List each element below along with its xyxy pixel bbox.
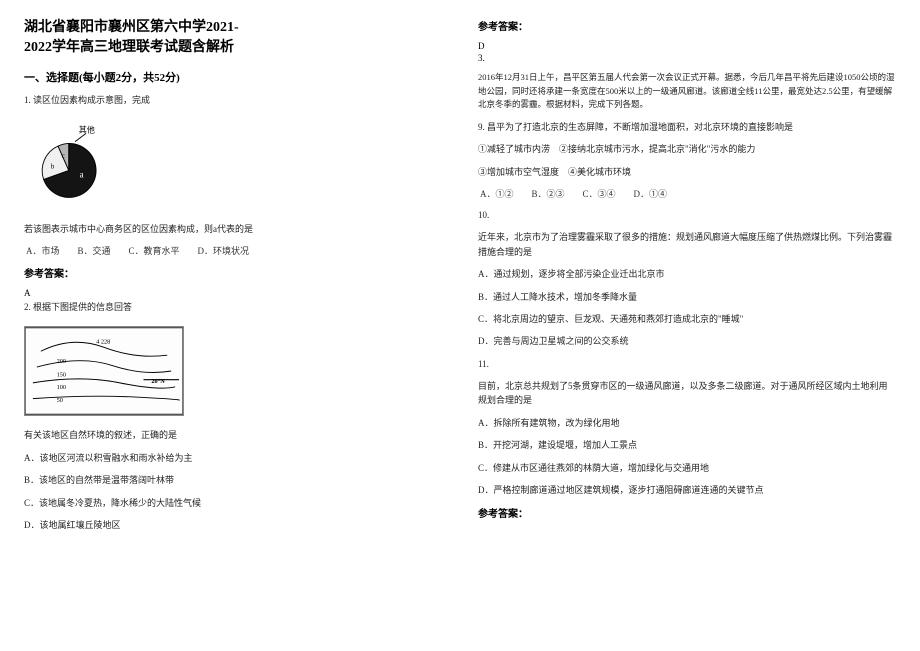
doc-title: 湖北省襄阳市襄州区第六中学2021- 2022学年高三地理联考试题含解析: [24, 18, 442, 57]
q1-opt-a: A．市场: [26, 244, 60, 257]
bottom-answer-label: 参考答案：: [478, 505, 896, 520]
slice-a-label: a: [80, 169, 84, 179]
map-label-1: 200: [57, 358, 66, 365]
q9-line-1: ①减轻了城市内涝 ②接纳北京城市污水，提高北京"消化"污水的能力: [478, 142, 896, 156]
q1-opt-d: D．环境状况: [198, 244, 250, 257]
q2-opt-a: A．该地区河流以积雪融水和雨水补给为主: [24, 451, 442, 465]
q1-opt-c: C．教育水平: [129, 244, 180, 257]
q1-answer-label: 参考答案：: [24, 265, 442, 280]
q2-sub: 有关该地区自然环境的叙述，正确的是: [24, 428, 442, 442]
map-label-2: 150: [57, 372, 66, 379]
q10-num: 10.: [478, 208, 896, 222]
slice-b-label: b: [51, 162, 55, 170]
q2-opt-b: B．该地区的自然带是温带落阔叶林带: [24, 473, 442, 487]
title-line-1: 湖北省襄阳市襄州区第六中学2021-: [24, 18, 442, 38]
q10-stem: 近年来，北京市为了治理雾霾采取了很多的措施：规划通风廊道大幅度压缩了供热燃煤比例…: [478, 230, 896, 259]
q2-opt-d: D．该地属红壤丘陵地区: [24, 518, 442, 532]
map-svg: 4 228 200 150 100 50 20°N: [25, 326, 183, 416]
q9-opt-c: C．③④: [583, 187, 616, 200]
map-label-0: 4 228: [96, 339, 110, 346]
right-column: 参考答案： D 3. 2016年12月31日上午，昌平区第五届人代会第一次会议正…: [478, 18, 896, 633]
context-3: 2016年12月31日上午，昌平区第五届人代会第一次会议正式开幕。据悉，今后几年…: [478, 71, 896, 112]
pie-chart-svg: a b c 其他: [24, 120, 119, 210]
section-1-heading: 一、选择题(每小题2分，共52分): [24, 69, 442, 85]
q9-stem: 9. 昌平为了打造北京的生态屏障，不断增加湿地面积，对北京环境的直接影响是: [478, 120, 896, 134]
q11-stem: 目前，北京总共规划了5条贯穿市区的一级通风廊道，以及多条二级廊道。对于通风所经区…: [478, 379, 896, 408]
q10-opt-b: B．通过人工降水技术，增加冬季降水量: [478, 290, 896, 304]
q1-pie-figure: a b c 其他: [24, 120, 119, 210]
q9-opt-a: A．①②: [480, 187, 514, 200]
q1-opt-b: B．交通: [78, 244, 111, 257]
q1-stem: 1. 读区位因素构成示意图，完成: [24, 93, 442, 107]
q9-opt-d: D．①④: [634, 187, 668, 200]
slice-c-label: c: [62, 151, 65, 159]
q10-opt-a: A．通过规划，逐步将全部污染企业迁出北京市: [478, 267, 896, 281]
q9-options: A．①② B．②③ C．③④ D．①④: [480, 187, 896, 200]
q9-opt-b: B．②③: [532, 187, 565, 200]
map-label-5: 20°N: [151, 378, 165, 385]
left-column: 湖北省襄阳市襄州区第六中学2021- 2022学年高三地理联考试题含解析 一、选…: [24, 18, 442, 633]
q1-answer: A: [24, 288, 442, 298]
map-label-4: 50: [57, 397, 63, 404]
slice-other-label: 其他: [79, 124, 95, 134]
q2-stem: 2. 根据下图提供的信息回答: [24, 300, 442, 314]
q10-opt-d: D．完善与周边卫星城之间的公交系统: [478, 334, 896, 348]
q11-opt-d: D．严格控制廊道通过地区建筑规模，逐步打通阻碍廊道连通的关键节点: [478, 483, 896, 497]
q2-answer: D: [478, 41, 896, 51]
q1-options: A．市场 B．交通 C．教育水平 D．环境状况: [26, 244, 442, 257]
q11-opt-b: B．开挖河湖，建设堤堰，增加人工景点: [478, 438, 896, 452]
q3-line: 3.: [478, 53, 896, 63]
q2-answer-label: 参考答案：: [478, 18, 896, 33]
q1-sub: 若该图表示城市中心商务区的区位因素构成，则a代表的是: [24, 222, 442, 236]
q11-opt-c: C．修建从市区通往燕郊的林荫大道，增加绿化与交通用地: [478, 461, 896, 475]
title-line-2: 2022学年高三地理联考试题含解析: [24, 38, 442, 58]
map-label-3: 100: [57, 385, 66, 392]
q9-line-2: ③增加城市空气湿度 ④美化城市环境: [478, 165, 896, 179]
q2-opt-c: C．该地属冬冷夏热，降水稀少的大陆性气候: [24, 496, 442, 510]
q11-opt-a: A．拆除所有建筑物，改为绿化用地: [478, 416, 896, 430]
q2-figure: 4 228 200 150 100 50 20°N: [24, 326, 184, 416]
q11-num: 11.: [478, 357, 896, 371]
q10-opt-c: C．将北京周边的望京、巨龙观、天通苑和燕郊打造成北京的"睡城": [478, 312, 896, 326]
